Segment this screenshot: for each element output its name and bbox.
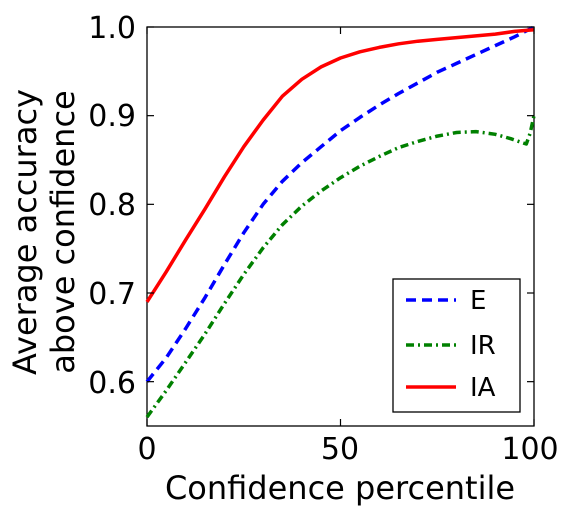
- series-layer: [145, 25, 536, 419]
- y-tick-label: 0.9: [88, 99, 136, 134]
- y-tick-label: 0.6: [88, 366, 136, 401]
- x-tick-label: 100: [501, 432, 558, 467]
- x-axis-label: Confidence percentile: [165, 469, 515, 507]
- legend-label-e: E: [470, 286, 486, 316]
- series-line-ir: [145, 115, 536, 419]
- legend-label-ia: IA: [470, 373, 496, 403]
- y-tick-label: 0.7: [88, 277, 136, 312]
- series-line-e: [145, 25, 535, 383]
- tick-layer: [146, 26, 535, 426]
- x-tick-label: 0: [137, 432, 156, 467]
- series-line-ia: [145, 27, 535, 303]
- legend-label-ir: IR: [470, 331, 496, 361]
- y-tick-label: 1.0: [88, 11, 136, 46]
- x-tick-label: 50: [321, 432, 359, 467]
- y-tick-label: 0.8: [88, 188, 136, 223]
- legend: E IR IA: [392, 278, 521, 413]
- y-axis-label-line2: above confidence: [44, 90, 82, 373]
- y-axis-label-line1: Average accuracy: [6, 89, 44, 375]
